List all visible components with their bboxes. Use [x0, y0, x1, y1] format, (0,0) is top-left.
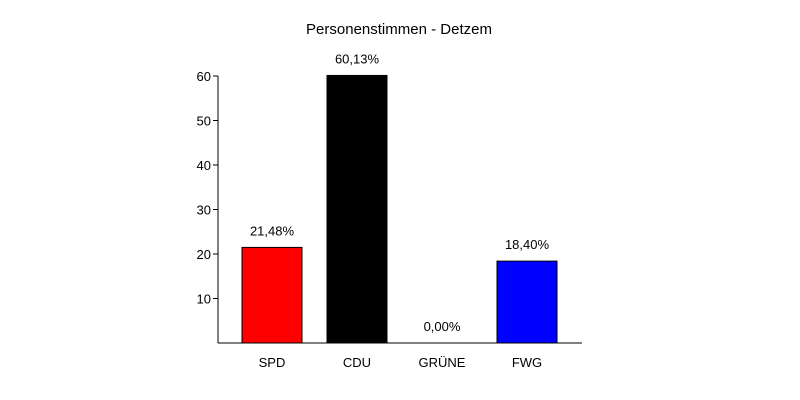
data-labels: 21,48% 60,13% 0,00% 18,40% [250, 51, 550, 334]
bars [241, 74, 558, 344]
data-label: 0,00% [424, 319, 461, 334]
y-tick-label: 50 [197, 114, 211, 129]
y-tick-label: 30 [197, 203, 211, 218]
chart-title: Personenstimmen - Detzem [306, 21, 492, 38]
bar-spd [241, 246, 303, 344]
data-label: 18,40% [505, 237, 550, 252]
bar-cdu [326, 74, 388, 344]
category-label: SPD [259, 355, 286, 370]
category-label: FWG [512, 355, 542, 370]
y-tick-label: 40 [197, 158, 211, 173]
category-label: CDU [343, 355, 371, 370]
data-label: 60,13% [335, 51, 380, 66]
y-tick-label: 10 [197, 292, 211, 307]
x-axis: SPD CDU GRÜNE FWG [218, 342, 582, 370]
category-label: GRÜNE [419, 355, 466, 370]
y-tick-label: 60 [197, 69, 211, 84]
bar-fwg [496, 260, 558, 344]
data-label: 21,48% [250, 223, 295, 238]
y-axis: 10 20 30 40 50 60 [197, 69, 219, 343]
y-tick-label: 20 [197, 247, 211, 262]
